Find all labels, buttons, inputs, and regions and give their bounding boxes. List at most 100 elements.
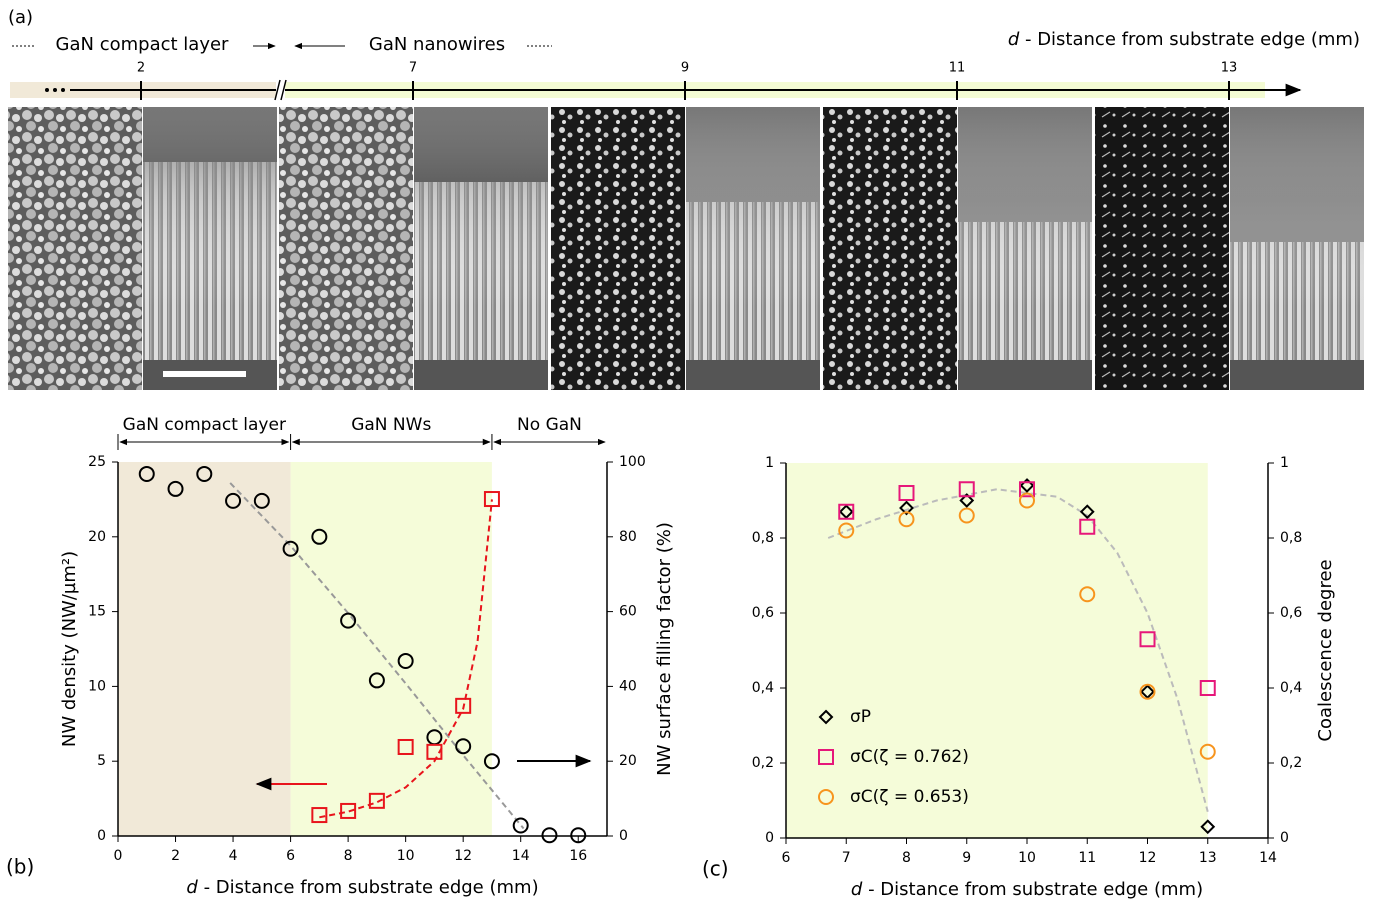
y-tick-label: 5 [97, 753, 106, 769]
x-tick-label: 7 [842, 850, 851, 866]
region-label: No GaN [517, 415, 582, 435]
marker [253, 492, 270, 509]
scale-bar [163, 371, 246, 377]
top-view-image [551, 107, 685, 390]
x-tick-label: 11 [1078, 850, 1096, 866]
x-tick-label: 10 [1018, 850, 1036, 866]
marker [368, 792, 385, 809]
x-axis-title: d - Distance from substrate edge (mm) [851, 879, 1203, 900]
y2-tick-label: 0 [1280, 830, 1289, 846]
y-axis-title: NW density (NW/µm²) [59, 551, 80, 747]
y2-tick-label: 1 [1280, 455, 1289, 471]
top-view-image [1095, 107, 1229, 390]
marker [397, 738, 414, 755]
y2-tick-label: 0,2 [1280, 755, 1302, 771]
x-axis-title: d - Distance from substrate edge (mm) [186, 877, 538, 898]
y-tick-label: 10 [88, 678, 106, 694]
region [290, 462, 492, 836]
marker [368, 672, 385, 689]
x-tick-label: 6 [782, 850, 791, 866]
substrate [414, 360, 548, 390]
marker [167, 480, 184, 497]
region-label: GaN compact layer [123, 415, 286, 435]
marker [282, 540, 299, 557]
marker [340, 802, 357, 819]
y-tick-label: 15 [88, 604, 106, 620]
micrographs [8, 107, 1364, 390]
region-label: GaN nanowires [369, 34, 505, 55]
marker [1079, 586, 1096, 603]
x-tick-label: 16 [569, 848, 587, 864]
marker [311, 528, 328, 545]
region [118, 462, 291, 836]
x-axis-title-text: - Distance from substrate edge (mm) [198, 877, 539, 898]
tick-label: 11 [949, 61, 966, 76]
marker [1139, 683, 1156, 700]
marker [455, 738, 472, 755]
x-tick-label: 10 [397, 848, 415, 864]
y-tick-label: 0 [765, 830, 774, 846]
marker [1079, 518, 1096, 535]
marker [225, 492, 242, 509]
marker [311, 807, 328, 824]
y-tick-label: 1 [765, 455, 774, 471]
marker [958, 507, 975, 524]
legend-marker [818, 709, 834, 725]
marker [958, 481, 975, 498]
tick-label: 7 [409, 61, 417, 76]
x-tick-label: 8 [344, 848, 353, 864]
marker [898, 485, 915, 501]
cross-section-haze [686, 107, 820, 307]
axis-title-text: - Distance from substrate edge (mm) [1019, 29, 1360, 50]
marker [426, 743, 443, 760]
cross-section-haze [143, 107, 277, 307]
marker [1139, 631, 1156, 648]
y2-tick-label: 40 [619, 678, 637, 694]
region-label: GaN NWs [351, 415, 431, 435]
tick-label: 9 [681, 61, 689, 76]
marker [455, 697, 472, 714]
y2-tick-label: 80 [619, 529, 637, 545]
marker [397, 652, 414, 669]
marker [1079, 504, 1095, 520]
ellipsis-dots [45, 88, 65, 92]
x-tick-label: 13 [1199, 850, 1217, 866]
marker [483, 491, 500, 508]
fit-line [827, 488, 1209, 813]
marker [1019, 492, 1035, 509]
axis-title: d - Distance from substrate edge (mm) [1008, 29, 1360, 50]
y-tick-label: 0 [97, 828, 106, 844]
marker [1200, 819, 1216, 835]
top-view-image [8, 107, 142, 390]
marker [570, 827, 587, 844]
axis-break [274, 79, 287, 101]
substrate [1230, 360, 1364, 390]
top-view-image [823, 107, 957, 390]
marker [1019, 478, 1035, 493]
fit-line [229, 482, 525, 830]
cross-section-haze [958, 107, 1092, 307]
marker [138, 465, 155, 482]
panel-label: (a) [8, 7, 33, 28]
marker [959, 493, 975, 508]
y2-axis-title: NW surface filling factor (%) [654, 522, 675, 776]
x-axis-var: d [851, 879, 863, 900]
panel-label: (b) [6, 855, 34, 879]
x-tick-label: 14 [1259, 850, 1277, 866]
top-view-image [279, 107, 413, 390]
x-tick-label: 6 [286, 848, 295, 864]
marker [1199, 743, 1216, 760]
legend-marker [818, 749, 834, 765]
y-tick-label: 0,6 [752, 605, 774, 621]
marker [512, 817, 529, 834]
marker [340, 612, 357, 629]
legend-label: σP [850, 707, 871, 727]
y-tick-label: 20 [88, 529, 106, 545]
y2-tick-label: 0,8 [1280, 530, 1302, 546]
axis-var: d [1008, 29, 1020, 50]
y2-tick-label: 0,6 [1280, 605, 1302, 621]
y-tick-label: 0,2 [752, 755, 774, 771]
x-axis-var: d [186, 877, 198, 898]
fit-line [319, 499, 493, 819]
